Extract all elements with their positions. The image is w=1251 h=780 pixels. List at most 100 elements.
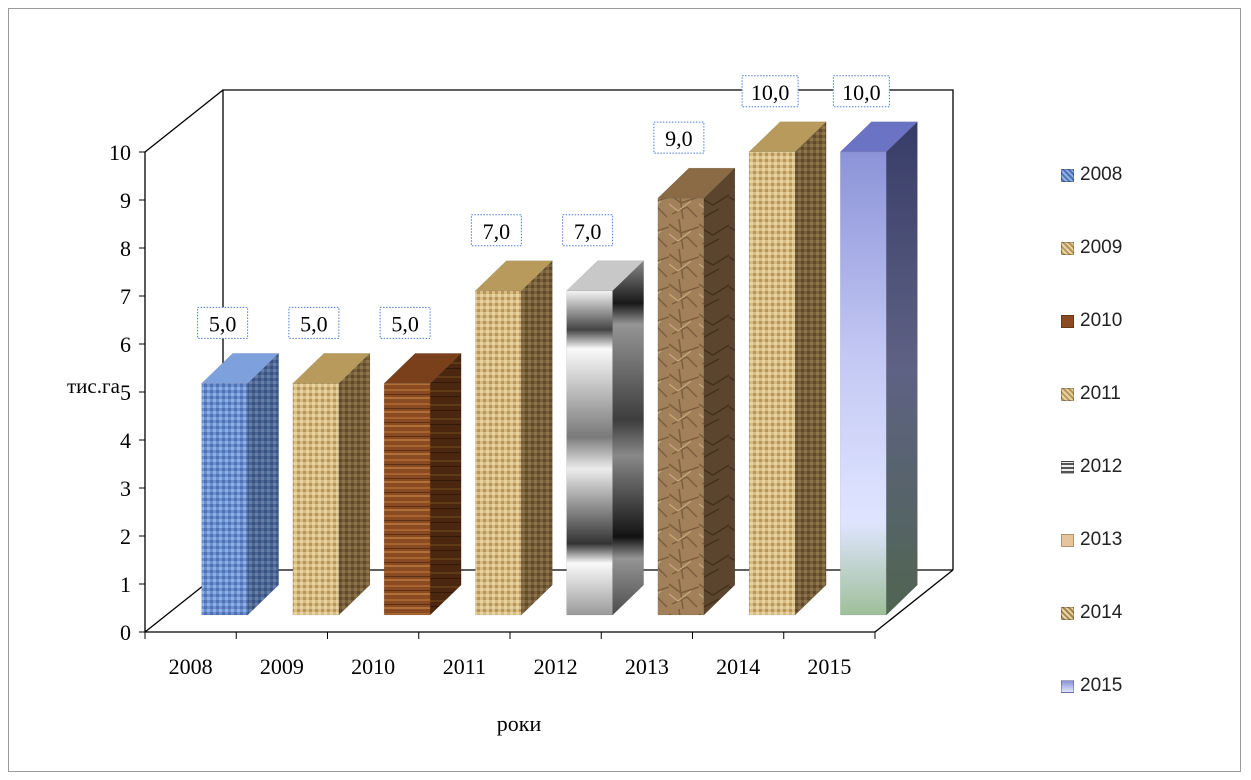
bar: [566, 260, 645, 616]
y-tick-label: 5: [120, 380, 131, 405]
legend-swatch: [1061, 168, 1074, 182]
data-label-box: [562, 214, 614, 247]
bar: [748, 121, 827, 616]
data-label: 5,0: [197, 306, 249, 339]
y-tick-label: 9: [120, 188, 131, 213]
bar-side: [521, 260, 553, 616]
data-label-box: [470, 214, 522, 247]
bar-front: [292, 383, 340, 616]
bar-side-shade: [521, 260, 553, 615]
data-label-box: [653, 121, 705, 154]
bar-front: [475, 290, 522, 616]
bar-chart: 0 1 2 3 4 5 6 7 8 9 10 2008 2009 2010 2011 2012 2013 201…: [67, 75, 954, 736]
legend-item: 2009: [1061, 236, 1122, 260]
legend-item: 2010: [1061, 309, 1122, 333]
bar-side-shade: [703, 168, 735, 615]
legend-label: 2015: [1080, 675, 1123, 696]
bar-side-shade: [338, 353, 370, 615]
y-tick-label: 3: [120, 476, 131, 501]
bar-side: [794, 121, 827, 616]
data-label-text: 7,0: [574, 219, 602, 244]
legend-item: 2012: [1061, 455, 1122, 479]
data-label-text: 10,0: [751, 80, 790, 105]
bar-top: [748, 121, 827, 153]
bar-side: [886, 121, 918, 616]
y-tick-label: 7: [120, 284, 131, 309]
bar: [383, 352, 462, 616]
bar-front: [840, 151, 887, 616]
chart-frame: 0 1 2 3 4 5 6 7 8 9 10 2008 2009 2010 2011 2012 2013 201…: [8, 8, 1241, 772]
x-tick-label: 2008: [169, 654, 213, 679]
data-label: 5,0: [379, 306, 431, 339]
x-tick-label: 2015: [807, 654, 851, 679]
bar-top: [657, 167, 736, 199]
legend-label: 2011: [1080, 383, 1121, 404]
data-label: 10,0: [832, 75, 890, 108]
data-label-box: [741, 75, 799, 108]
legend-swatch: [1061, 606, 1074, 620]
bar-front: [566, 290, 613, 616]
bar: [474, 260, 553, 616]
bar-top: [292, 353, 371, 384]
x-tick-label: 2011: [443, 654, 486, 679]
x-tick-label: 2013: [625, 654, 669, 679]
y-tick-label: 1: [120, 572, 131, 597]
data-label-text: 9,0: [665, 126, 693, 151]
legend-label: 2009: [1080, 237, 1123, 258]
data-label-box: [288, 306, 340, 339]
legend-swatch: [1061, 533, 1074, 547]
legend-label: 2012: [1080, 456, 1123, 477]
data-label: 7,0: [470, 214, 522, 247]
bar-side-shade: [795, 121, 827, 616]
bar-top: [383, 353, 462, 384]
x-tick-label: 2010: [351, 654, 395, 679]
y-axis-title: тис.га: [67, 374, 121, 398]
y-axis: 0 1 2 3 4 5 6 7 8 9 10: [109, 140, 146, 645]
legend-item: 2013: [1061, 528, 1122, 552]
data-labels: 5,0 5,0 5,0 7,0 7,0 9,0 10,0 10,0: [197, 75, 890, 339]
y-tick-label: 2: [120, 524, 131, 549]
bar-side: [612, 260, 644, 616]
data-label: 7,0: [562, 214, 614, 247]
legend-item: 2015: [1061, 674, 1122, 698]
data-label-box: [379, 306, 431, 339]
data-label-text: 5,0: [300, 311, 328, 336]
legend-label: 2008: [1080, 164, 1123, 185]
legend-label: 2010: [1080, 310, 1123, 331]
legend-swatch: [1061, 241, 1074, 255]
bar-front: [383, 383, 431, 616]
x-tick-label: 2009: [260, 654, 304, 679]
legend-swatch: [1061, 679, 1074, 693]
y-tick-label: 10: [109, 140, 131, 165]
data-label-text: 7,0: [483, 219, 511, 244]
bar-top: [474, 260, 553, 292]
legend-swatch: [1061, 387, 1074, 401]
legend-item: 2014: [1061, 601, 1122, 625]
bar: [839, 121, 918, 616]
legend-swatch: [1061, 460, 1074, 474]
side-wall-edge: [144, 89, 224, 153]
data-label-box: [832, 75, 890, 108]
legend-item: 2011: [1061, 382, 1121, 406]
bar: [292, 352, 371, 616]
y-tick-label: 6: [120, 332, 131, 357]
bar-front: [748, 151, 796, 616]
bar-front: [201, 383, 248, 616]
bar-side-shade: [247, 353, 279, 615]
bar-side-shade: [886, 121, 918, 616]
data-label-text: 10,0: [842, 80, 881, 105]
x-tick-label: 2012: [534, 654, 578, 679]
legend-swatch: [1061, 314, 1074, 328]
data-label-text: 5,0: [209, 311, 237, 336]
bar-side-shade: [430, 353, 462, 615]
bar-top: [201, 353, 280, 384]
bar-side-shade: [612, 260, 644, 615]
data-label-text: 5,0: [391, 311, 419, 336]
data-label: 10,0: [741, 75, 799, 108]
y-tick-label: 4: [120, 428, 131, 453]
bar: [201, 352, 280, 616]
bar-top: [839, 121, 918, 153]
bar-front: [657, 197, 705, 616]
floor-right-edge: [874, 569, 954, 633]
bar-series: [201, 121, 918, 616]
